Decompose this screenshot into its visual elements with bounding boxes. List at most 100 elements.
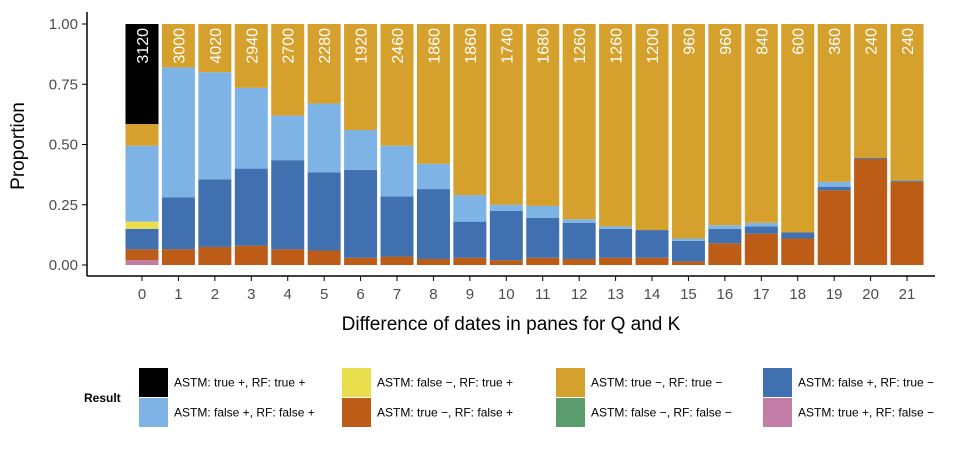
bar-segment-tn_fp-12 (562, 258, 596, 265)
x-tick-label: 12 (571, 286, 588, 303)
bar-segment-tn_tn-14 (635, 24, 669, 231)
bar-segment-fp_fp-7 (380, 145, 414, 197)
bar-total-label: 2280 (317, 28, 334, 64)
bar-segment-tn_fp-17 (744, 233, 778, 265)
x-tick-label: 21 (899, 286, 916, 303)
bar-segment-fp_tn-6 (344, 169, 378, 258)
bar-total-label: 2940 (244, 28, 261, 64)
x-tick-label: 6 (356, 286, 364, 303)
bar-segment-tn_tn-19 (817, 24, 851, 182)
x-tick-label: 20 (862, 286, 879, 303)
bar-total-label: 600 (791, 28, 808, 55)
bar-total-label: 1860 (463, 28, 480, 64)
bar-total-label: 240 (864, 28, 881, 55)
bar-segment-fp_fp-17 (744, 222, 778, 227)
bar-segment-fp_tn-3 (234, 168, 268, 246)
bar-segment-tn_tn-1 (161, 24, 195, 68)
y-tick-label: 0.50 (49, 137, 78, 154)
x-tick-label: 17 (753, 286, 770, 303)
bar-total-label: 2460 (390, 28, 407, 64)
x-tick-label: 19 (826, 286, 843, 303)
legend-label-fp_tn: ASTM: false +, RF: true − (798, 376, 934, 390)
bar-segment-fp_tn-8 (416, 189, 450, 259)
bar-segment-fp_fp-19 (817, 181, 851, 187)
bar-total-label: 1740 (499, 28, 516, 64)
bar-segment-fp_fp-3 (234, 87, 268, 169)
y-tick-label: 0.75 (49, 76, 78, 93)
x-tick-label: 14 (644, 286, 661, 303)
y-tick-label: 0.25 (49, 197, 78, 214)
bar-segment-fp_fp-16 (708, 225, 742, 229)
x-tick-label: 8 (429, 286, 437, 303)
x-axis: 0 1 2 3 4 5 6 7 8 9 10 11 12 13 14 15 16 17 18 19 20 21 (87, 275, 935, 303)
bar-segment-tn_fp-18 (781, 238, 815, 265)
bar-segment-tn_tn-11 (526, 24, 560, 206)
bar-segment-tn_fp-5 (307, 250, 341, 265)
x-tick-label: 1 (174, 286, 182, 303)
y-tick-label: 1.00 (49, 16, 78, 33)
bar-segment-tn_fp-19 (817, 190, 851, 265)
bar-total-label: 1920 (354, 28, 371, 64)
bar-segment-tn_tn-12 (562, 24, 596, 220)
bar-segment-tn_fp-9 (453, 257, 487, 265)
bar-segment-tn_fp-6 (344, 257, 378, 265)
bar-segment-fp_tn-14 (635, 230, 669, 258)
bar-total-label: 1860 (426, 28, 443, 64)
bar-segment-fp_fp-2 (198, 72, 232, 180)
bar-total-label: 1200 (645, 28, 662, 64)
bar-segment-fp_tn-0 (125, 228, 159, 250)
bar-segment-tn_fp-13 (599, 257, 633, 265)
bar-segment-tn_tn-5 (307, 24, 341, 104)
legend-swatch-fp_fp (139, 398, 168, 427)
bar-segment-fp_tn-16 (708, 228, 742, 244)
bar-segment-tn_tn-2 (198, 24, 232, 73)
bar-segment-fp_fp-8 (416, 163, 450, 190)
legend-swatch-fn_fn (556, 398, 585, 427)
bar-segment-fp_tn-15 (671, 240, 705, 262)
bar-segment-tn_tn-8 (416, 24, 450, 164)
bar-segment-fp_fp-13 (599, 226, 633, 229)
bar-segment-fn_tp-0 (125, 221, 159, 229)
bar-total-label: 3120 (135, 28, 152, 64)
bar-segment-tn_tn-21 (890, 24, 924, 181)
x-tick-label: 10 (498, 286, 515, 303)
bar-segment-tn_fp-21 (890, 181, 924, 265)
legend-label-tp_tp: ASTM: true +, RF: true + (174, 376, 305, 390)
legend-label-tn_tn: ASTM: true −, RF: true − (591, 376, 722, 390)
x-tick-label: 0 (138, 286, 146, 303)
bar-segment-tn_tn-6 (344, 24, 378, 131)
bar-segment-tn_tn-15 (671, 24, 705, 239)
bar-total-label: 960 (681, 28, 698, 55)
bar-segment-tn_tn-0 (125, 124, 159, 146)
legend-title: Result (84, 391, 121, 405)
bar-segment-fp_tn-13 (599, 228, 633, 258)
bar-segment-tn_tn-3 (234, 24, 268, 88)
y-axis: 0.00 0.25 0.50 0.75 1.00 (49, 12, 88, 276)
bar-segment-fp_tn-4 (271, 160, 305, 250)
bar-segment-tn_fp-10 (489, 260, 523, 265)
bar-segment-fp_fp-4 (271, 115, 305, 161)
bar-segment-tn_fp-4 (271, 249, 305, 265)
bar-segment-tn_tn-13 (599, 24, 633, 227)
bar-total-label: 360 (827, 28, 844, 55)
plot-area: 3120 3000 4020 2940 2700 2280 1920 2460 1860 1860… (125, 24, 924, 265)
bar-total-label: 960 (718, 28, 735, 55)
bar-segment-fp_tn-2 (198, 179, 232, 247)
bar-segment-fp_tn-18 (781, 232, 815, 239)
bar-segment-fp_fp-10 (489, 204, 523, 211)
bar-total-label: 1260 (609, 28, 626, 64)
bar-segment-fp_fp-15 (671, 238, 705, 241)
legend-swatch-tp_fn (763, 398, 792, 427)
bar-segment-fp_fp-5 (307, 103, 341, 173)
bar-segment-tn_tn-16 (708, 24, 742, 226)
bar-total-label: 840 (754, 28, 771, 55)
legend: Result ASTM: true +, RF: true + ASTM: fal… (84, 368, 934, 427)
bar-segment-tp_fn-0 (125, 260, 159, 265)
bar-segment-fp_tn-11 (526, 218, 560, 258)
bar-segment-fp_fp-9 (453, 195, 487, 222)
bar-segment-tn_fp-1 (161, 249, 195, 265)
legend-label-fp_fp: ASTM: false +, RF: false + (174, 406, 315, 420)
bar-segment-tn_tn-10 (489, 24, 523, 205)
bar-segment-fp_tn-10 (489, 210, 523, 261)
x-tick-label: 4 (284, 286, 292, 303)
